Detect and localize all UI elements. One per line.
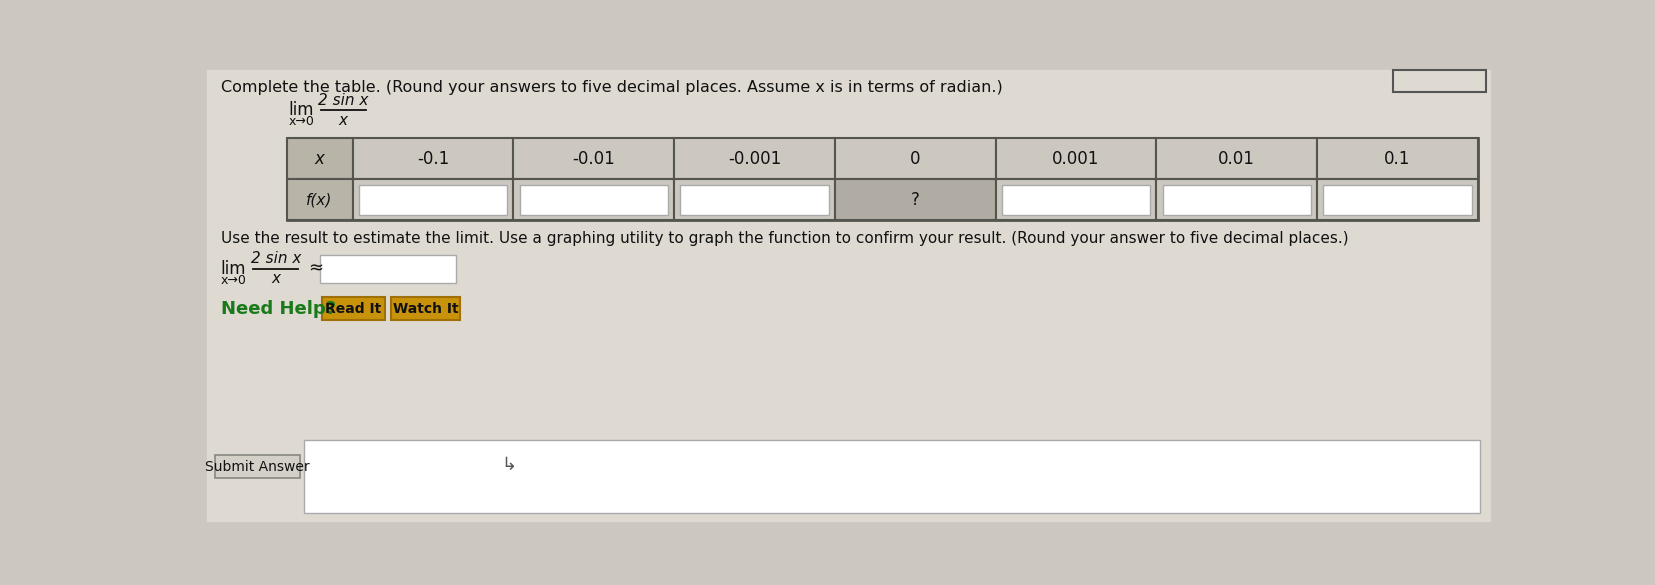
Text: 0: 0	[910, 150, 920, 167]
Text: Use the result to estimate the limit. Use a graphing utility to graph the functi: Use the result to estimate the limit. Us…	[220, 230, 1349, 246]
Bar	[680, 184, 829, 215]
Bar	[1317, 179, 1478, 221]
Bar	[1317, 138, 1478, 179]
Bar	[996, 179, 1157, 221]
Text: 0.001: 0.001	[1053, 150, 1099, 167]
Text: Need Help?: Need Help?	[220, 300, 336, 318]
Bar	[1157, 179, 1317, 221]
Bar	[1001, 184, 1150, 215]
Bar	[834, 138, 996, 179]
Text: 2 sin x: 2 sin x	[250, 252, 301, 266]
Bar	[513, 179, 674, 221]
Bar	[1157, 138, 1317, 179]
Text: x→0: x→0	[220, 274, 247, 287]
Bar	[353, 179, 513, 221]
Text: lim: lim	[220, 260, 247, 278]
Text: -0.01: -0.01	[573, 150, 616, 167]
Bar	[674, 179, 834, 221]
Text: Read It: Read It	[326, 302, 381, 316]
Text: -0.001: -0.001	[728, 150, 781, 167]
Text: x: x	[271, 271, 280, 287]
Bar	[996, 138, 1157, 179]
Bar	[520, 184, 669, 215]
Text: x: x	[314, 150, 324, 167]
Bar	[286, 179, 353, 221]
Text: x→0: x→0	[288, 115, 314, 128]
Bar	[321, 297, 386, 319]
Text: Watch It: Watch It	[392, 302, 458, 316]
Bar	[286, 138, 1478, 221]
Bar	[319, 255, 455, 283]
Text: Complete the table. (Round your answers to five decimal places. Assume x is in t: Complete the table. (Round your answers …	[220, 80, 1003, 95]
Bar	[286, 138, 353, 179]
Text: ?: ?	[910, 191, 920, 209]
Bar	[359, 184, 506, 215]
Bar	[513, 138, 674, 179]
Bar	[834, 179, 996, 221]
Text: 0.01: 0.01	[1218, 150, 1254, 167]
Bar	[353, 138, 513, 179]
Text: x: x	[339, 113, 348, 128]
Bar	[1392, 70, 1486, 92]
Bar	[391, 297, 460, 319]
Text: lim: lim	[288, 101, 314, 119]
Bar	[215, 455, 300, 479]
Text: 0.1: 0.1	[1384, 150, 1410, 167]
Bar	[1162, 184, 1311, 215]
Text: ↳: ↳	[501, 456, 516, 474]
Text: -0.1: -0.1	[417, 150, 449, 167]
Text: Submit Answer: Submit Answer	[205, 460, 309, 474]
Text: ≈: ≈	[308, 260, 323, 278]
Bar	[674, 138, 834, 179]
Bar	[305, 440, 1480, 513]
Text: f(x): f(x)	[306, 192, 333, 207]
Bar	[1324, 184, 1471, 215]
Text: 2 sin x: 2 sin x	[318, 93, 369, 108]
